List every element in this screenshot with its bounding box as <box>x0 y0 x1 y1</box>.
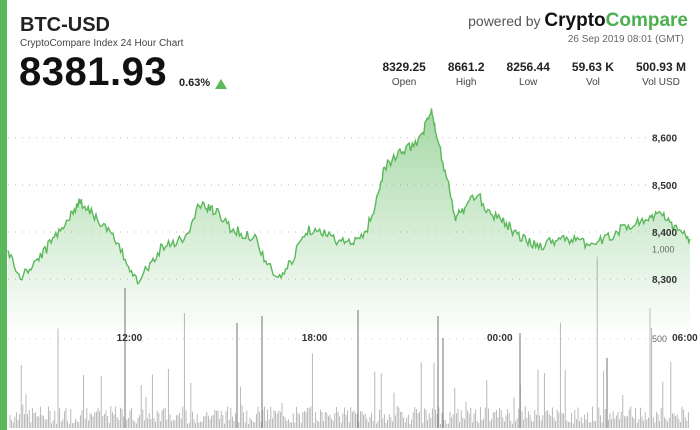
x-tick-label: 12:00 <box>117 333 143 344</box>
stat-vol: 59.63 K Vol <box>572 60 614 88</box>
powered-by-text: powered by <box>468 13 541 29</box>
price-change: 0.63% <box>179 77 211 89</box>
symbol-title: BTC-USD <box>20 14 110 36</box>
stat-value: 59.63 K <box>571 60 614 74</box>
brand-name-part2: Compare <box>605 10 688 31</box>
stat-value: 8256.44 <box>506 60 550 74</box>
price-line <box>7 108 691 285</box>
accent-bar <box>0 0 7 430</box>
stat-label: Open <box>391 77 417 88</box>
stat-low: 8256.44 Low <box>507 60 550 88</box>
x-tick-label: 18:00 <box>302 333 328 344</box>
stat-value: 8329.25 <box>382 60 426 74</box>
powered-by[interactable]: powered by CryptoCompare <box>468 10 688 32</box>
timestamp: 26 Sep 2019 08:01 (GMT) <box>567 34 684 45</box>
x-tick-label: 00:00 <box>487 333 513 344</box>
stat-label: Vol <box>585 77 600 88</box>
volume-tick-label: 500 <box>652 334 667 344</box>
stat-label: High <box>455 77 477 88</box>
price-area <box>8 108 690 330</box>
current-price: 8381.93 <box>19 50 168 94</box>
y-tick-label: 8,600 <box>652 134 677 145</box>
stat-open: 8329.25 Open <box>382 60 425 88</box>
stat-high: 8661.2 High <box>448 60 485 88</box>
stat-label: Vol USD <box>642 77 680 88</box>
stat-value: 500.93 M <box>635 60 686 74</box>
stats-row: 8329.25 Open 8661.2 High 8256.44 Low 59.… <box>360 60 686 88</box>
x-tick-label: 06:00 <box>672 333 698 344</box>
stat-value: 8661.2 <box>447 60 485 74</box>
y-tick-label: 8,300 <box>652 275 677 286</box>
y-tick-label: 8,400 <box>652 228 677 239</box>
stat-label: Low <box>519 77 538 88</box>
stat-vol-usd: 500.93 M Vol USD <box>636 60 686 88</box>
y-tick-label: 8,500 <box>652 181 677 192</box>
brand-name-part1: Crypto <box>544 10 606 31</box>
volume-tick-label: 1,000 <box>652 245 675 255</box>
up-arrow-icon <box>215 79 227 89</box>
chart-subtitle: CryptoCompare Index 24 Hour Chart <box>20 38 184 49</box>
